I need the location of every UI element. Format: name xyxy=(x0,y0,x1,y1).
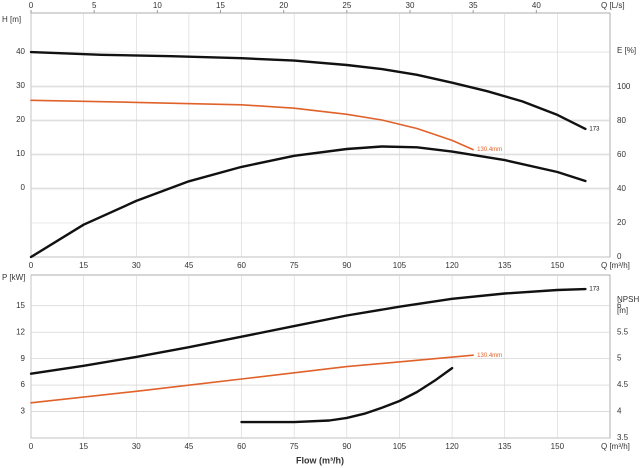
x-tick-label: 45 xyxy=(184,261,193,270)
x-tick-label: 150 xyxy=(551,442,565,451)
x-tick-label: 135 xyxy=(498,261,512,270)
y-tick-label: 40 xyxy=(16,47,25,56)
y2-tick-label: 0 xyxy=(617,252,622,261)
x-tick-label: 0 xyxy=(29,442,34,451)
curve-label: 173 xyxy=(589,126,600,132)
top-axis-title: Q [L/s] xyxy=(601,1,625,10)
y2-tick-label: 80 xyxy=(617,116,626,125)
y-tick-label: 12 xyxy=(16,327,25,336)
npsh-axis-title: NPSH xyxy=(617,295,639,304)
y2-tick-label: 5 xyxy=(617,354,622,363)
curve-label: 173 xyxy=(589,287,600,293)
x-tick-label: 15 xyxy=(79,442,88,451)
x-tick-label: 60 xyxy=(237,261,246,270)
top-tick-label: 15 xyxy=(216,1,225,10)
curve xyxy=(29,145,587,259)
y2-tick-label: 4 xyxy=(617,407,622,416)
x-tick-label: 60 xyxy=(237,442,246,451)
top-tick-label: 5 xyxy=(92,1,97,10)
x-axis-title: Flow (m³/h) xyxy=(296,455,344,465)
x-tick-label: 105 xyxy=(393,442,407,451)
y-tick-label: 6 xyxy=(21,380,26,389)
npsh-axis-unit: [m] xyxy=(617,306,628,315)
curve xyxy=(30,354,474,404)
x-tick-label: 0 xyxy=(29,261,34,270)
curve xyxy=(29,50,587,131)
y-tick-label: 20 xyxy=(16,115,25,124)
h-axis-title: H [m] xyxy=(2,15,21,24)
curve xyxy=(30,99,474,151)
y-tick-label: 9 xyxy=(21,354,26,363)
y2-tick-label: 60 xyxy=(617,150,626,159)
x-tick-label: 105 xyxy=(393,261,407,270)
top-tick-label: 10 xyxy=(153,1,162,10)
p-axis-title: P [kW] xyxy=(2,273,25,282)
y2-tick-label: 20 xyxy=(617,218,626,227)
x-tick-label: 90 xyxy=(342,261,351,270)
y2-tick-label: 40 xyxy=(617,184,626,193)
x-tick-label: 30 xyxy=(132,442,141,451)
x-tick-label: 75 xyxy=(290,442,299,451)
x-tick-label: 15 xyxy=(79,261,88,270)
y2-tick-label: 4.5 xyxy=(617,380,629,389)
y2-tick-label: 6 xyxy=(617,301,622,310)
y-tick-label: 10 xyxy=(16,149,25,158)
curve xyxy=(240,366,454,424)
y2-tick-label: 5.5 xyxy=(617,327,629,336)
x-axis-unit: Q [m³/h] xyxy=(601,442,630,451)
y2-tick-label: 3.5 xyxy=(617,433,629,442)
x-tick-label: 90 xyxy=(342,442,351,451)
curve xyxy=(29,287,587,375)
x-axis-unit: Q [m³/h] xyxy=(601,261,630,270)
top-tick-label: 35 xyxy=(469,1,478,10)
x-tick-label: 150 xyxy=(551,261,565,270)
top-tick-label: 30 xyxy=(406,1,415,10)
x-tick-label: 75 xyxy=(290,261,299,270)
y-tick-label: 0 xyxy=(21,183,26,192)
x-tick-label: 135 xyxy=(498,442,512,451)
top-tick-label: 40 xyxy=(532,1,541,10)
x-tick-label: 120 xyxy=(445,442,459,451)
curve-label: 130.4mm xyxy=(477,147,502,153)
x-tick-label: 30 xyxy=(132,261,141,270)
y2-tick-label: 100 xyxy=(617,82,631,91)
top-tick-label: 20 xyxy=(279,1,288,10)
top-tick-label: 0 xyxy=(29,1,34,10)
x-tick-label: 45 xyxy=(184,442,193,451)
e-axis-title: E [%] xyxy=(617,46,636,55)
y-tick-label: 30 xyxy=(16,81,25,90)
curve-label: 130.4mm xyxy=(477,353,502,359)
y-tick-label: 3 xyxy=(21,407,26,416)
x-tick-label: 120 xyxy=(445,261,459,270)
top-tick-label: 25 xyxy=(342,1,351,10)
y-tick-label: 15 xyxy=(16,301,25,310)
